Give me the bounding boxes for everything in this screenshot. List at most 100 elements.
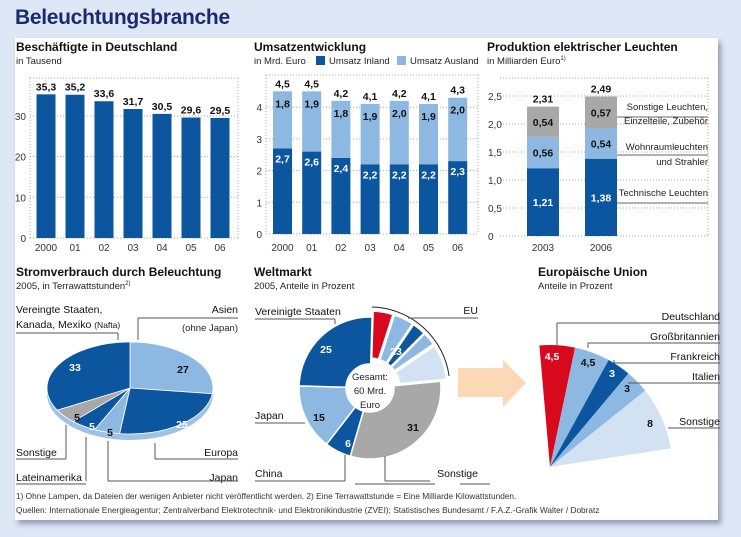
x-tick-label: 06 [452, 243, 464, 254]
segment-value-label: 1,8 [334, 108, 349, 120]
slice-label: Japan [255, 410, 284, 422]
chart-title: Umsatzentwicklung [254, 40, 366, 54]
slice-value-label: 27 [177, 364, 189, 376]
y-tick-label: 0 [20, 234, 26, 245]
x-tick-label: 01 [69, 243, 81, 254]
y-tick-label: 2,5 [488, 92, 502, 103]
chart-subtitle: Anteile in Prozent [538, 281, 613, 292]
footnote: 1) Ohne Lampen, da Dateien der wenigen A… [16, 491, 516, 501]
x-tick-label: 04 [394, 243, 406, 254]
segment-value-label: 0,54 [591, 139, 612, 151]
y-tick-label: 4 [256, 103, 262, 114]
y-tick-label: 1,5 [488, 148, 502, 159]
bar-2000 [36, 94, 56, 238]
bar-value-label: 35,2 [65, 82, 86, 94]
donut-eu-subslice [386, 323, 426, 368]
segment-value-label: 1,9 [363, 111, 378, 123]
segment-value-label: 2,2 [392, 169, 407, 181]
x-tick-label: 01 [306, 243, 318, 254]
bar-segment-inland-01 [302, 151, 322, 234]
x-tick-label: 2000 [35, 243, 58, 254]
slice-value-label: 5 [74, 412, 80, 424]
bar-segment-ausland-05 [419, 104, 438, 165]
total-value-label: 2,31 [533, 94, 554, 106]
y-tick-label: 0 [256, 230, 262, 241]
chart-title: Weltmarkt [254, 265, 312, 279]
footnote-marker: 2) [125, 281, 130, 287]
slice-label: Kanada, Mexiko (Nafta) [16, 319, 120, 331]
bar-segment-inland-03 [360, 164, 380, 234]
footnote-marker: 1) [560, 56, 565, 62]
x-tick-label: 2003 [532, 243, 555, 254]
bar-segment-2003-0 [527, 168, 559, 236]
arrow-icon [458, 360, 526, 407]
x-tick-label: 2000 [271, 243, 294, 254]
segment-value-label: 0,54 [533, 117, 554, 129]
fan-slice-grobritannien [550, 347, 609, 467]
y-tick-label: 2 [256, 167, 262, 178]
bar-segment-2006-2 [585, 96, 617, 129]
segment-value-label: 1,21 [533, 197, 554, 209]
total-value-label: 4,5 [304, 78, 319, 90]
slice-value-label: 23 [390, 346, 402, 358]
slice-label: Europa [204, 447, 238, 459]
slice-value-label: 15 [313, 412, 325, 424]
bar-segment-ausland-2000 [273, 91, 292, 149]
slice-value-label: 6 [345, 438, 351, 450]
legend-label: Technische Leuchten [619, 188, 708, 199]
segment-value-label: 1,9 [304, 98, 319, 110]
bar-segment-inland-02 [331, 157, 351, 234]
slice-label: Lateinamerika [16, 472, 82, 484]
segment-value-label: 1,8 [275, 98, 290, 110]
bar-segment-2003-1 [527, 136, 559, 169]
legend-label-inland: Umsatz Inland [329, 56, 390, 67]
y-tick-label: 0 [488, 232, 494, 243]
slice-label: Großbritannien [650, 331, 720, 343]
segment-value-label: 2,3 [450, 166, 465, 178]
legend-label-ausland: Umsatz Ausland [410, 56, 479, 67]
x-tick-label: 02 [335, 243, 347, 254]
slice-label: Deutschland [662, 311, 721, 323]
y-tick-label: 2,0 [488, 120, 502, 131]
bar-segment-2006-0 [585, 158, 617, 236]
fan-slice-deutschland [539, 344, 576, 467]
slice-label: Sonstige [16, 447, 57, 459]
y-tick-label: 10 [15, 193, 27, 204]
y-tick-label: 1 [256, 198, 262, 209]
bar-segment-inland-05 [419, 164, 438, 234]
slice-label: Japan [209, 472, 238, 484]
bar-segment-inland-04 [389, 164, 409, 234]
slice-note: (ohne Japan) [182, 323, 238, 334]
total-value-label: 4,1 [421, 91, 436, 103]
bar-segment-2003-2 [527, 106, 559, 137]
slice-label: EU [463, 305, 478, 317]
segment-value-label: 0,57 [591, 108, 612, 120]
y-tick-label: 0,5 [488, 204, 502, 215]
bar-value-label: 29,6 [181, 105, 202, 117]
donut-slice-sonstige [349, 380, 442, 460]
chart-title: Europäische Union [538, 265, 647, 279]
slice-value-label: 4,5 [545, 351, 560, 363]
slice-label: Sonstige [679, 416, 720, 428]
bar-value-label: 31,7 [123, 96, 144, 108]
segment-value-label: 2,2 [421, 169, 436, 181]
slice-value-label: 3 [609, 368, 615, 380]
segment-value-label: 2,6 [304, 157, 319, 169]
donut-center-text: Euro [360, 400, 380, 411]
x-tick-label: 06 [214, 243, 226, 254]
slice-label: Sonstige [437, 468, 478, 480]
slice-value-label: 31 [407, 422, 419, 434]
bar-01 [65, 94, 85, 239]
chart-title: Beschäftigte in Deutschland [16, 40, 177, 54]
bar-value-label: 33,6 [94, 88, 115, 100]
donut-center-text: Gesamt: [352, 372, 388, 383]
total-value-label: 2,49 [591, 84, 612, 96]
x-tick-label: 05 [423, 243, 435, 254]
bar-segment-ausland-04 [389, 100, 409, 165]
x-tick-label: 04 [156, 243, 168, 254]
slice-label: Vereinigte Staaten [255, 306, 341, 318]
x-tick-label: 2006 [590, 243, 613, 254]
total-value-label: 4,5 [275, 78, 290, 90]
bar-segment-ausland-01 [302, 91, 322, 152]
